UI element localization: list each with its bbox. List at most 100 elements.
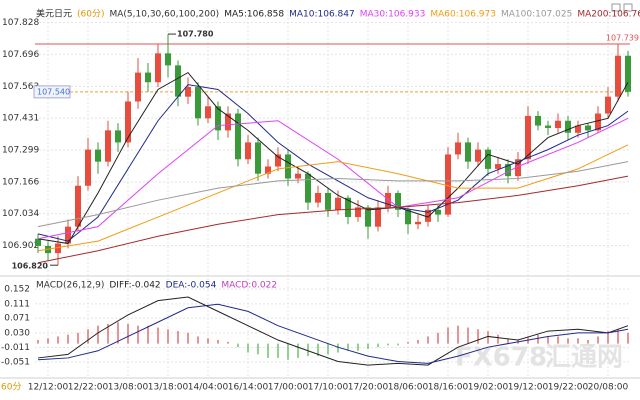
candle-body	[585, 125, 591, 131]
candle-body	[165, 53, 171, 66]
candle-body	[275, 154, 281, 167]
legend-entry: MA60:106.973	[430, 10, 496, 20]
candle-body	[355, 207, 361, 218]
candle-body	[345, 197, 351, 218]
candle-body	[75, 185, 81, 227]
ma-line	[37, 117, 629, 240]
last-price-label: 107.540	[37, 87, 70, 96]
candle-body	[35, 238, 41, 246]
candle-body	[535, 115, 541, 126]
icon[interactable]	[623, 3, 633, 12]
y-tick-label: -0.051	[1, 357, 30, 367]
candle-body	[415, 221, 421, 225]
candle-body	[205, 106, 211, 119]
ma-line	[37, 175, 629, 264]
candle-body	[395, 192, 401, 210]
resistance-label: 107.739	[606, 33, 639, 42]
candle-body	[215, 106, 221, 131]
candle-body	[605, 96, 611, 114]
candle-body	[185, 87, 191, 97]
x-tick-label: 19/12:00	[508, 383, 549, 393]
candle-body	[595, 113, 601, 131]
y-tick-label: 0.030	[4, 328, 30, 338]
x-tick-label: 17/20:00	[348, 383, 389, 393]
candle-body	[385, 192, 391, 208]
candle-body	[135, 72, 141, 102]
candle-body	[335, 197, 341, 210]
candle-body	[65, 226, 71, 244]
ma-line	[37, 161, 629, 228]
ma-title: MA(5,10,30,60,100,200)	[110, 10, 220, 20]
y-tick-label: 0.071	[4, 314, 30, 324]
candle-body	[375, 207, 381, 227]
x-tick-label: 17/10:00	[308, 383, 349, 393]
y-tick-label: 0.152	[4, 285, 30, 295]
candle-body	[525, 115, 531, 160]
watermark: 汇通网	[545, 343, 623, 373]
ma-line	[37, 71, 629, 245]
period-tab[interactable]: 60分	[1, 382, 21, 393]
icon[interactable]	[611, 3, 621, 12]
x-tick-label: 18/16:00	[428, 383, 469, 393]
y-tick-label: 107.431	[2, 114, 39, 124]
candle-body	[425, 209, 431, 222]
candle-body	[175, 65, 181, 97]
candle-body	[265, 166, 271, 174]
last-price-box	[33, 85, 71, 99]
candle-body	[95, 149, 101, 162]
candle-body	[255, 142, 261, 174]
legend-entry: DIFF:-0.042	[109, 281, 160, 291]
low-label: 106.820	[12, 262, 49, 271]
chart-title: 美元日元	[36, 8, 72, 20]
x-tick-label: 17/00:00	[268, 383, 309, 393]
candle-body	[515, 159, 521, 177]
legend-entry: DEA:-0.054	[166, 281, 217, 291]
candle-body	[495, 164, 501, 169]
candle-body	[145, 72, 151, 83]
legend-entry: MA10:106.847	[289, 10, 355, 20]
y-tick-label: 107.696	[2, 50, 39, 60]
y-tick-label: 107.166	[2, 177, 39, 187]
candle-body	[545, 125, 551, 128]
candle-body	[325, 192, 331, 210]
candle-body	[575, 125, 581, 133]
legend-entry: MA100:107.025	[501, 10, 572, 20]
candle-body	[315, 192, 321, 203]
candle-body	[615, 55, 621, 97]
legend-entry: MACD:0.022	[221, 281, 277, 291]
candle-body	[485, 149, 491, 169]
x-tick-label: 12/12:00	[28, 383, 69, 393]
y-tick-label: 0.111	[4, 299, 30, 309]
y-tick-label: -0.011	[1, 343, 30, 353]
candle-body	[195, 87, 201, 119]
candle-body	[245, 142, 251, 160]
x-tick-label: 20/08:00	[588, 383, 629, 393]
legend-entry: MA30:106.933	[360, 10, 426, 20]
candle-body	[445, 154, 451, 215]
watermark: FX678	[455, 343, 547, 373]
candle-body	[85, 149, 91, 186]
candle-body	[305, 173, 311, 203]
y-tick-label: 107.034	[2, 209, 39, 219]
high-label: 107.780	[177, 30, 214, 39]
legend-entry: MA200:106.768	[577, 10, 640, 20]
x-tick-label: 19/22:00	[548, 383, 589, 393]
x-tick-label: 12/22:00	[68, 383, 109, 393]
candle-body	[285, 154, 291, 179]
y-tick-label: 106.902	[2, 241, 39, 251]
candle-body	[365, 207, 371, 227]
x-tick-label: 16/14:00	[228, 383, 269, 393]
candle-body	[625, 55, 631, 92]
candle-body	[405, 209, 411, 225]
candle-body	[125, 101, 131, 143]
candle-body	[555, 120, 561, 128]
y-tick-label: 107.299	[2, 145, 39, 155]
candle-body	[105, 130, 111, 162]
ma-line	[37, 84, 629, 242]
period-label: (60分)	[77, 9, 104, 20]
x-tick-label: 19/02:00	[468, 383, 509, 393]
ma-line	[37, 144, 629, 252]
candle-body	[235, 113, 241, 160]
candle-body	[475, 149, 481, 162]
candle-body	[55, 243, 61, 254]
